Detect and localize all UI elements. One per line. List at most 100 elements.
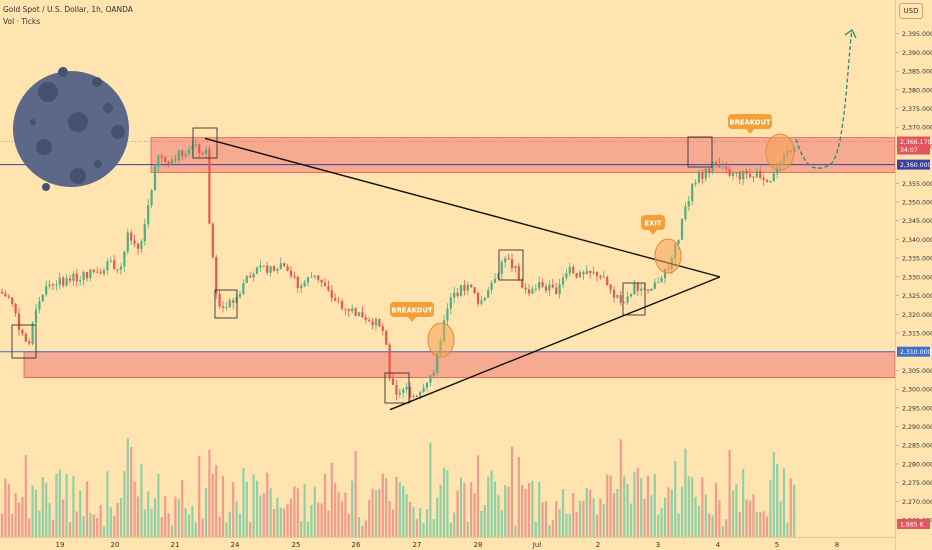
callout-box bbox=[390, 302, 434, 317]
candle-body bbox=[272, 266, 276, 271]
volume-bar bbox=[92, 514, 95, 537]
volume-bar bbox=[643, 498, 646, 537]
volume-bar bbox=[109, 507, 112, 537]
candle-body bbox=[527, 289, 531, 294]
time-tick-label: 4 bbox=[716, 541, 721, 549]
time-tick-label: 25 bbox=[292, 541, 301, 549]
volume-bar bbox=[75, 511, 78, 537]
volume-bar bbox=[289, 498, 293, 537]
volume-bar bbox=[480, 510, 483, 537]
price-tick-label: 2,315.000 bbox=[902, 330, 932, 337]
volume-bar bbox=[701, 477, 704, 537]
candle-body bbox=[490, 282, 493, 290]
volume-bar bbox=[378, 488, 381, 537]
price-axis[interactable]: 2,395.000 2,390.000 2,385.000 2,380.000 2,37… bbox=[895, 31, 932, 525]
candle-body bbox=[327, 286, 330, 291]
volume-bar bbox=[476, 455, 480, 537]
candle-body bbox=[313, 275, 316, 277]
candle-body bbox=[663, 268, 667, 279]
time-axis[interactable]: 19 20 21 24 25 26 27 28 Jul 2 3 4 5 8 bbox=[56, 541, 840, 549]
volume-bar bbox=[623, 476, 626, 537]
candle-body bbox=[211, 223, 214, 258]
moon-crater bbox=[68, 112, 88, 132]
candle-body bbox=[24, 333, 27, 342]
price-label-box bbox=[897, 346, 930, 357]
volume-bar bbox=[521, 484, 524, 537]
candle-body bbox=[296, 277, 299, 289]
candle-body bbox=[538, 282, 541, 289]
candle-body bbox=[521, 279, 524, 288]
candle-body bbox=[170, 159, 174, 165]
volume-bar bbox=[160, 517, 163, 537]
candle-body bbox=[449, 297, 452, 309]
candle-body bbox=[388, 344, 391, 379]
volume-bar bbox=[534, 521, 537, 537]
volume-bar bbox=[337, 492, 340, 537]
candle-body bbox=[765, 179, 769, 182]
candle-body bbox=[650, 288, 653, 291]
candle-body bbox=[466, 284, 469, 291]
candle-body bbox=[269, 266, 272, 273]
moon-crater bbox=[58, 67, 68, 77]
candle-body bbox=[680, 218, 684, 240]
candle-body bbox=[364, 317, 367, 320]
candle-body bbox=[487, 289, 490, 298]
volume-bar bbox=[599, 498, 602, 537]
candle-body bbox=[174, 159, 177, 161]
volume-bar bbox=[636, 467, 639, 537]
candle-body bbox=[75, 273, 78, 282]
volume-bar bbox=[585, 487, 588, 537]
time-axis-divider bbox=[0, 537, 895, 538]
price-tick-label: 2,355.000 bbox=[902, 181, 932, 188]
candle-body bbox=[470, 284, 473, 288]
candle-body bbox=[572, 266, 575, 273]
volume-bar bbox=[697, 505, 701, 537]
volume-bar bbox=[323, 473, 327, 537]
volume-bar bbox=[126, 438, 129, 537]
volume-bar bbox=[354, 451, 357, 537]
volume-bar bbox=[58, 469, 61, 537]
triangle-upper-line bbox=[204, 137, 721, 278]
volume-bar bbox=[259, 495, 262, 537]
price-tick-label: 2,350.000 bbox=[902, 200, 932, 207]
volume-bar bbox=[616, 489, 619, 537]
callout-pointer bbox=[408, 317, 416, 322]
candle-body bbox=[41, 294, 44, 302]
volume-bar bbox=[38, 510, 41, 537]
moon-crater bbox=[111, 125, 125, 139]
volume-bar bbox=[650, 495, 653, 537]
volume-bar bbox=[422, 523, 425, 537]
volume-bar bbox=[89, 512, 92, 537]
volume-bar bbox=[391, 509, 395, 537]
candle-body bbox=[255, 267, 259, 274]
volume-bar bbox=[582, 500, 585, 537]
volume-bar bbox=[252, 474, 255, 537]
moon-crater bbox=[30, 119, 36, 125]
projection-arrowhead bbox=[844, 28, 857, 39]
candle-body bbox=[31, 323, 34, 344]
currency-button[interactable]: USD bbox=[899, 3, 923, 19]
volume-label-box bbox=[897, 519, 930, 529]
volume-bar bbox=[225, 522, 228, 537]
time-tick-label: 26 bbox=[352, 541, 361, 549]
swing-box bbox=[687, 136, 713, 168]
candle-body bbox=[762, 177, 765, 180]
candle-body bbox=[415, 395, 418, 397]
volume-bar bbox=[385, 478, 388, 537]
volume-bar bbox=[204, 488, 208, 537]
volume-bar bbox=[731, 490, 735, 537]
volume-bar bbox=[721, 525, 724, 537]
candle-body bbox=[684, 206, 687, 219]
volume-bar bbox=[527, 483, 531, 537]
volume-bar bbox=[211, 473, 214, 537]
price-tick-label: 2,295.000 bbox=[902, 405, 932, 412]
candle-body bbox=[629, 294, 633, 297]
candle-body bbox=[368, 319, 371, 322]
candle-body bbox=[102, 270, 106, 274]
candle-body bbox=[371, 321, 374, 326]
candle-body bbox=[232, 300, 235, 303]
candle-body bbox=[160, 155, 163, 158]
candle-body bbox=[17, 313, 21, 330]
